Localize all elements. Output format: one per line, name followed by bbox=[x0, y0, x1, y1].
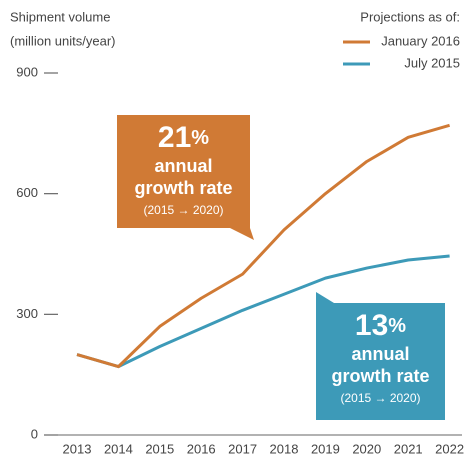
annotation-value: 21% bbox=[158, 121, 209, 154]
annotation-range: (2015 → 2020) bbox=[143, 203, 223, 217]
annotation-value: 13% bbox=[355, 309, 406, 342]
x-tick-label: 2016 bbox=[187, 441, 216, 456]
legend-label: January 2016 bbox=[381, 33, 460, 48]
y-axis-title: Shipment volume bbox=[10, 9, 110, 24]
x-tick-label: 2017 bbox=[228, 441, 257, 456]
x-tick-label: 2013 bbox=[63, 441, 92, 456]
annotation-suffix: % bbox=[388, 315, 406, 337]
series-line bbox=[76, 254, 450, 369]
y-tick-label: 600 bbox=[16, 185, 38, 200]
y-tick-label: 0 bbox=[31, 426, 38, 441]
annotation-number: 13 bbox=[355, 309, 388, 342]
y-tick-label: 300 bbox=[16, 306, 38, 321]
annotation-pointer bbox=[316, 292, 334, 315]
annotation-box bbox=[117, 115, 250, 228]
x-tick-label: 2018 bbox=[270, 441, 299, 456]
x-tick-label: 2019 bbox=[311, 441, 340, 456]
x-tick-label: 2021 bbox=[394, 441, 423, 456]
x-tick-label: 2022 bbox=[435, 441, 464, 456]
x-tick-label: 2015 bbox=[145, 441, 174, 456]
annotation-range: (2015 → 2020) bbox=[340, 391, 420, 405]
annotation-pointer bbox=[230, 228, 254, 240]
legend-title: Projections as of: bbox=[360, 9, 460, 24]
annotation-text: growth rate bbox=[331, 366, 429, 386]
legend-label: July 2015 bbox=[404, 55, 460, 70]
y-axis-title: (million units/year) bbox=[10, 33, 115, 48]
annotation-text: annual bbox=[351, 344, 409, 364]
x-tick-label: 2014 bbox=[104, 441, 133, 456]
series-line bbox=[76, 123, 451, 369]
annotation-suffix: % bbox=[191, 127, 209, 149]
y-tick-label: 900 bbox=[16, 64, 38, 79]
annotation-text: annual bbox=[154, 156, 212, 176]
annotation-box bbox=[316, 303, 445, 420]
annotation-number: 21 bbox=[158, 121, 191, 154]
x-tick-label: 2020 bbox=[352, 441, 381, 456]
annotation-text: growth rate bbox=[134, 178, 232, 198]
